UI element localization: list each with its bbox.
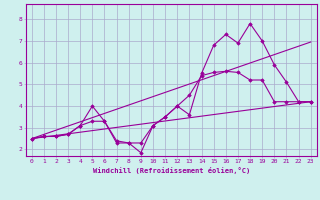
X-axis label: Windchill (Refroidissement éolien,°C): Windchill (Refroidissement éolien,°C)	[92, 167, 250, 174]
